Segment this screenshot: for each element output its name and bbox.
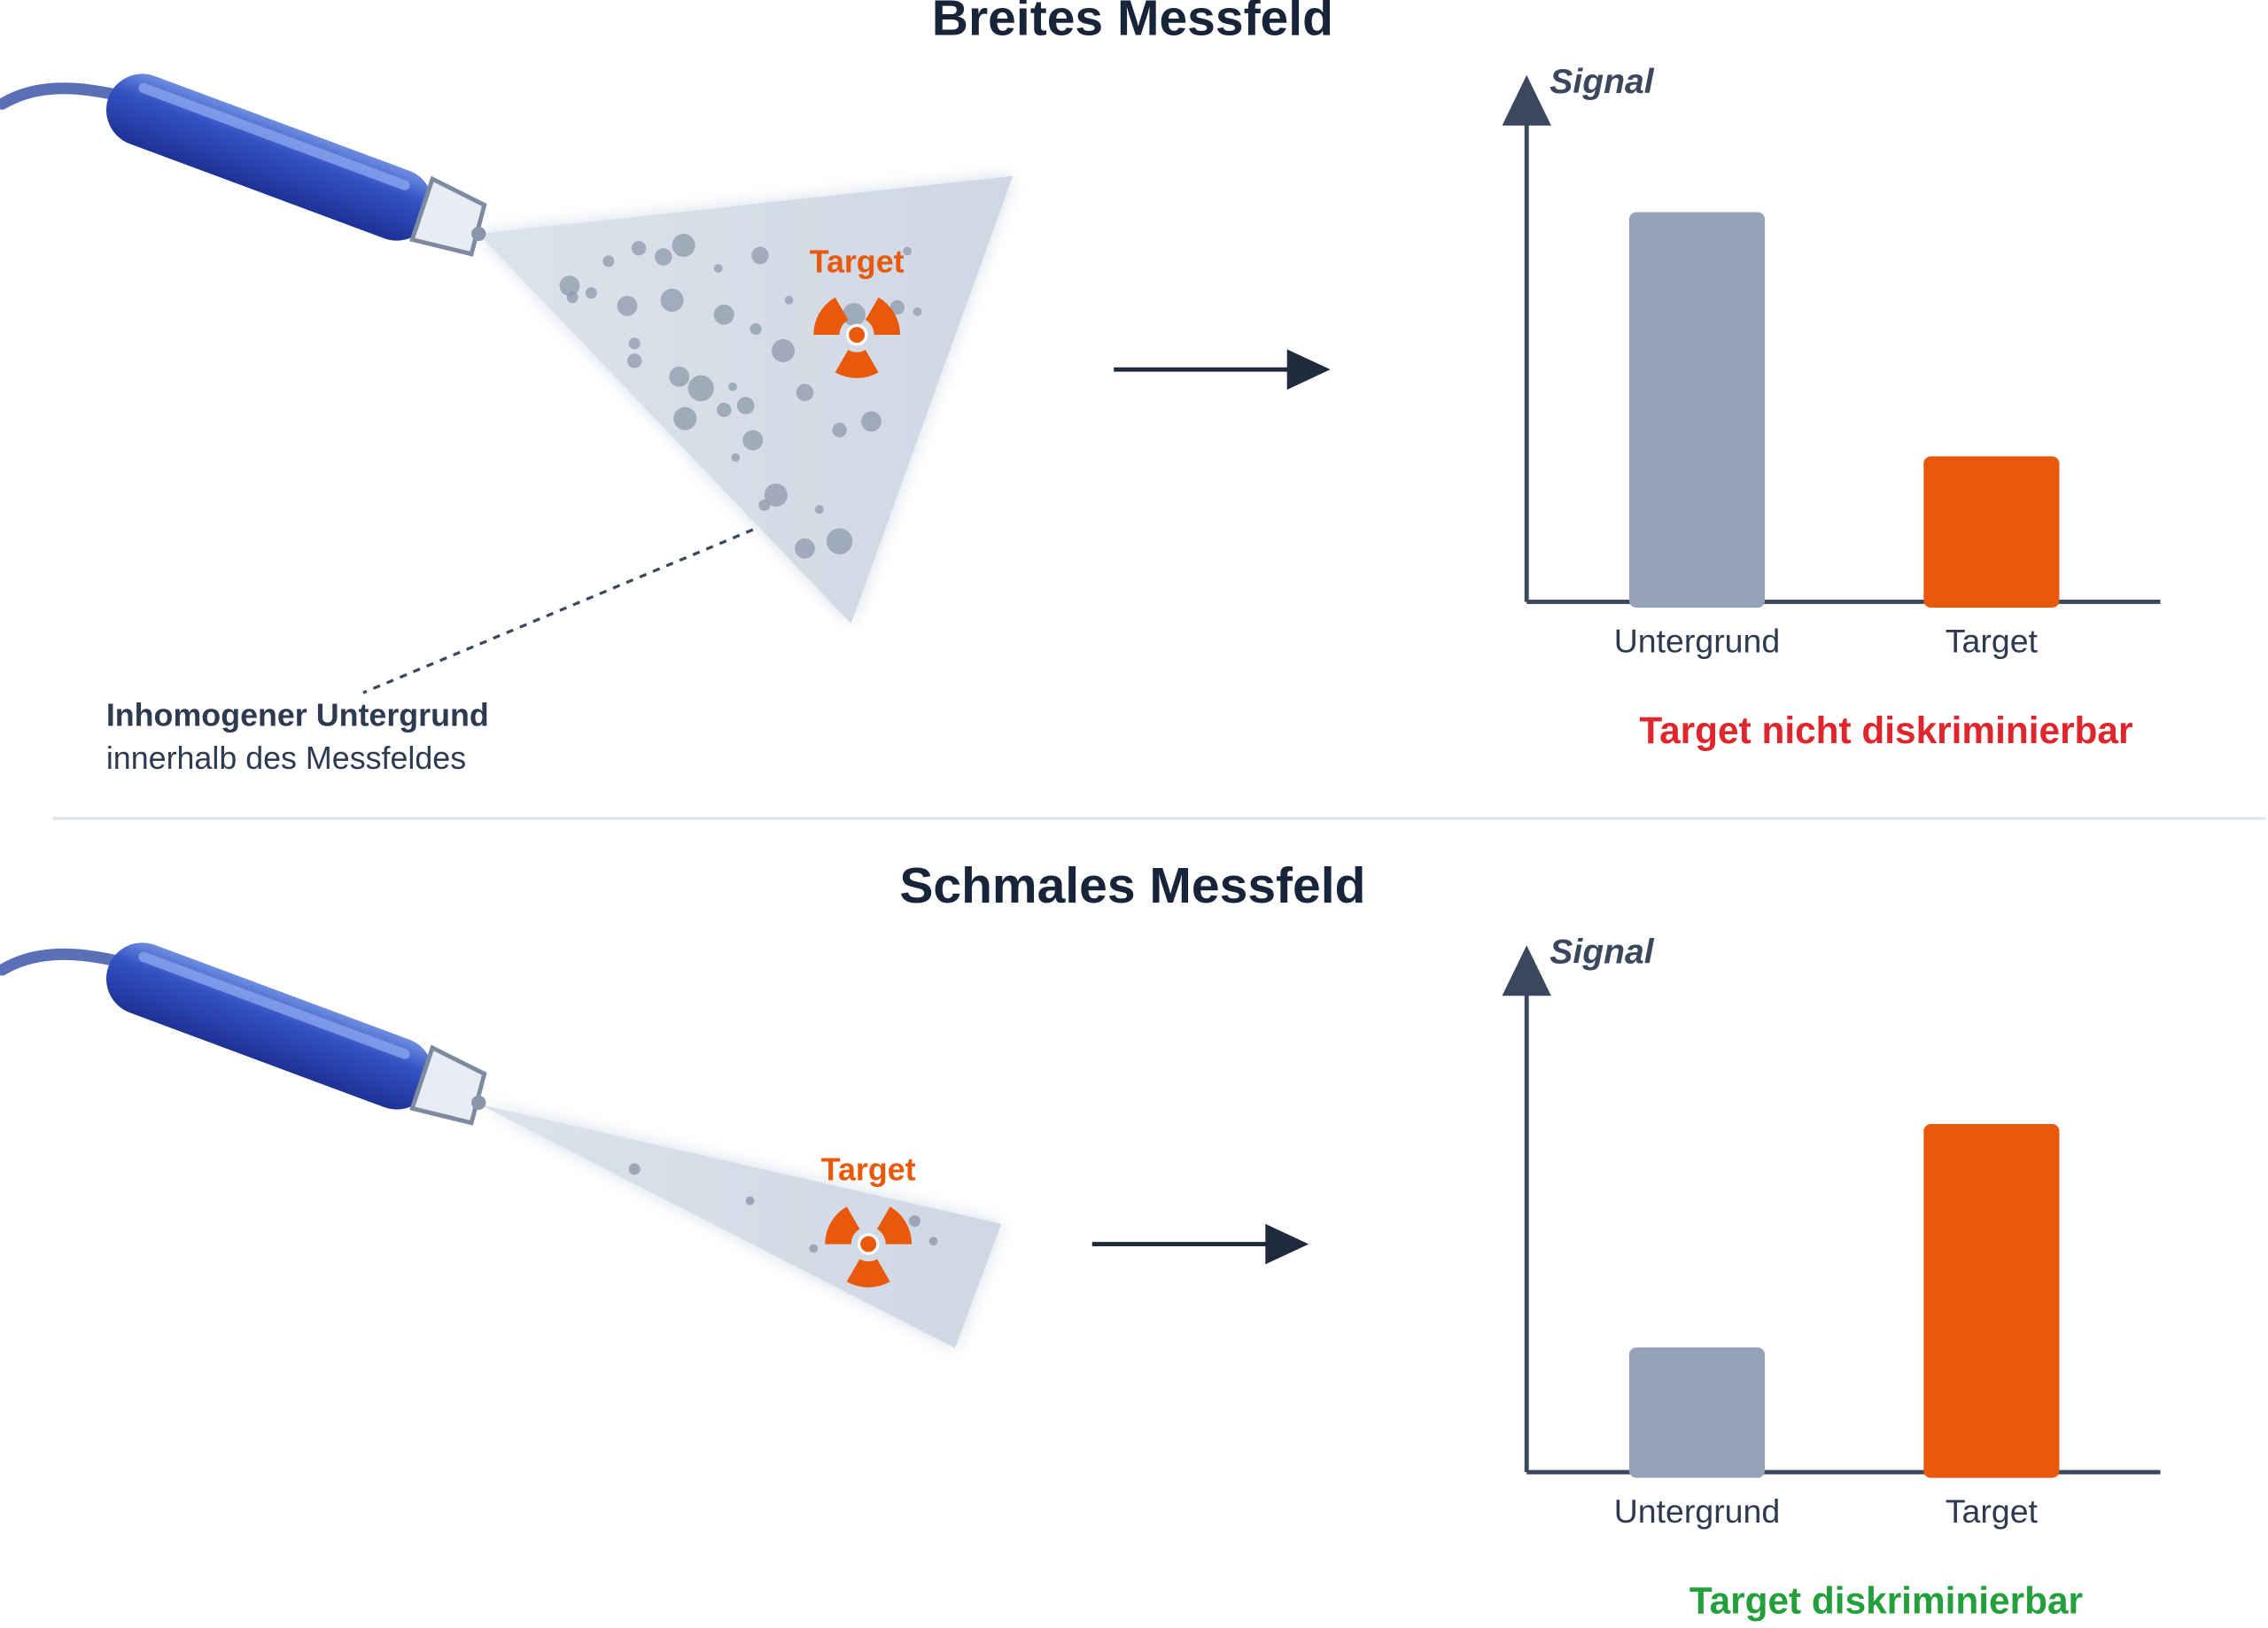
particle [628, 1163, 641, 1175]
leader-line [362, 528, 754, 694]
x-tick-label: Untergrund [1614, 623, 1780, 660]
arrow [1114, 349, 1331, 390]
particle [809, 1244, 819, 1253]
particle [750, 322, 762, 336]
radiation-blade [846, 1259, 890, 1288]
particle [566, 291, 579, 304]
particle [617, 296, 638, 316]
particle [908, 1214, 920, 1228]
particle [772, 338, 796, 362]
radiation-blade [825, 1206, 860, 1244]
particle [728, 382, 737, 391]
bar [1923, 456, 2060, 608]
particle [672, 233, 695, 258]
particle [713, 304, 734, 325]
radiation-core [845, 323, 868, 346]
radiation-blade [835, 349, 879, 378]
background-particles [628, 1163, 938, 1253]
chart-caption: Target diskriminierbar [1689, 1579, 2083, 1621]
particle [717, 402, 732, 417]
background-particles [559, 233, 922, 559]
particle [764, 483, 788, 507]
particle [627, 353, 642, 368]
particle [745, 1196, 755, 1205]
arrow [1091, 1223, 1309, 1265]
particle [903, 246, 913, 256]
bar [1923, 1124, 2060, 1478]
particle [928, 1237, 938, 1246]
beam [478, 1104, 1002, 1348]
x-tick-label: Target [1946, 623, 2039, 660]
panel-title: Breites Messfeld [932, 0, 1333, 47]
panel-title: Schmales Messfeld [899, 857, 1365, 914]
x-tick-label: Untergrund [1614, 1492, 1780, 1530]
x-tick-label: Target [1946, 1492, 2039, 1530]
probe [0, 74, 487, 257]
radiation-symbol [813, 297, 901, 378]
y-axis-arrow [1502, 945, 1551, 996]
particle [784, 296, 794, 305]
radiation-symbol [825, 1206, 913, 1288]
particle [751, 246, 769, 265]
particle [673, 407, 697, 430]
chart-caption: Target nicht diskriminierbar [1639, 709, 2132, 751]
particle [861, 411, 882, 432]
y-axis-label: Signal [1550, 63, 1654, 101]
radiation-blade [876, 1206, 913, 1244]
radiation-core [857, 1233, 880, 1255]
particle [628, 337, 641, 350]
target-label: Target [821, 1152, 916, 1188]
particle [842, 303, 866, 327]
particle [742, 430, 764, 451]
bar [1628, 1347, 1766, 1478]
particle [669, 366, 690, 387]
particle [687, 375, 714, 401]
particle [814, 505, 824, 515]
particle [655, 248, 672, 266]
probe [0, 942, 487, 1126]
particle [826, 528, 853, 554]
particle [660, 288, 684, 312]
particle [585, 287, 597, 299]
particle [736, 397, 755, 415]
particle [796, 384, 814, 401]
y-axis-label: Signal [1550, 933, 1654, 971]
particle [832, 423, 847, 438]
particle [913, 307, 922, 316]
particle [795, 538, 815, 559]
bar [1628, 212, 1766, 608]
y-axis-arrow [1502, 74, 1551, 126]
radiation-blade [865, 297, 901, 336]
particle [731, 453, 741, 462]
radiation-blade [813, 297, 849, 336]
note-text: innerhalb des Messfeldes [106, 740, 466, 776]
particle [713, 264, 723, 273]
particle [602, 255, 615, 267]
target-label: Target [810, 244, 905, 280]
note-title: Inhomogener Untergrund [106, 697, 489, 733]
particle [631, 241, 647, 256]
particle [559, 275, 580, 297]
particle [889, 299, 905, 315]
particle [758, 499, 771, 511]
